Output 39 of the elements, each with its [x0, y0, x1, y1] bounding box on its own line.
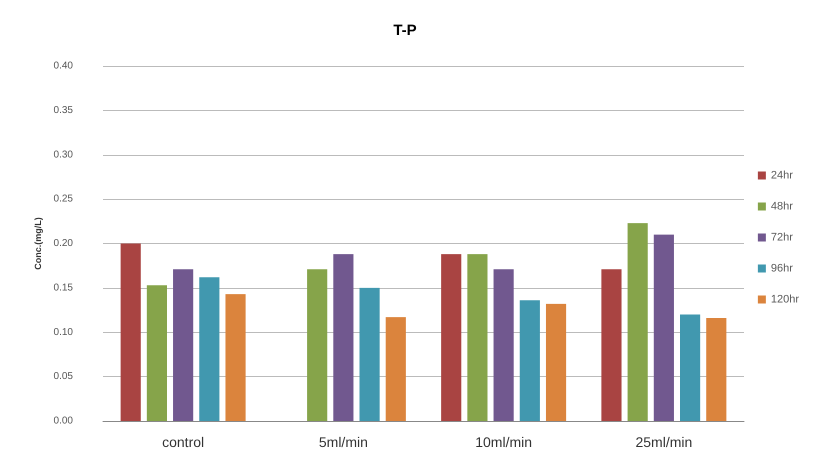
y-tick-label: 0.35 [54, 104, 74, 116]
bar [173, 269, 194, 421]
bar [199, 277, 220, 421]
y-axis-title: Conc.(mg/L) [33, 217, 44, 270]
bar [307, 269, 328, 421]
y-tick-label: 0.40 [54, 60, 74, 72]
bar [441, 254, 462, 421]
y-tick-label: 0.25 [54, 194, 74, 205]
legend-label: 120hr [770, 294, 800, 306]
bar [654, 234, 674, 421]
x-tick-label: control [162, 434, 204, 450]
y-tick-label: 0.15 [54, 282, 74, 294]
y-tick-label: 0.10 [54, 326, 74, 338]
bar [225, 294, 246, 421]
y-tick-label: 0.30 [54, 149, 74, 160]
bar [333, 254, 354, 421]
y-tick-label: 0.00 [54, 416, 74, 426]
y-tick-label: 0.05 [54, 371, 74, 382]
chart-title: T-P [393, 22, 417, 39]
bar [628, 223, 648, 421]
legend-label: 24hr [770, 170, 794, 182]
bar [146, 285, 167, 421]
x-tick-label: 25ml/min [635, 434, 692, 450]
x-tick-label: 5ml/min [318, 434, 368, 450]
bar [467, 254, 488, 421]
bar [520, 300, 540, 421]
legend-label: 72hr [770, 232, 794, 244]
bar [601, 269, 622, 421]
bar [120, 244, 141, 421]
legend-label: 48hr [770, 200, 794, 212]
bar [386, 317, 406, 421]
legend-label: 96hr [770, 262, 794, 274]
bar [494, 269, 514, 421]
bar [706, 318, 726, 421]
bar [360, 288, 380, 421]
bar [680, 314, 700, 421]
bar [546, 304, 566, 421]
y-tick-label: 0.20 [54, 238, 74, 249]
x-tick-label: 10ml/min [475, 434, 532, 450]
